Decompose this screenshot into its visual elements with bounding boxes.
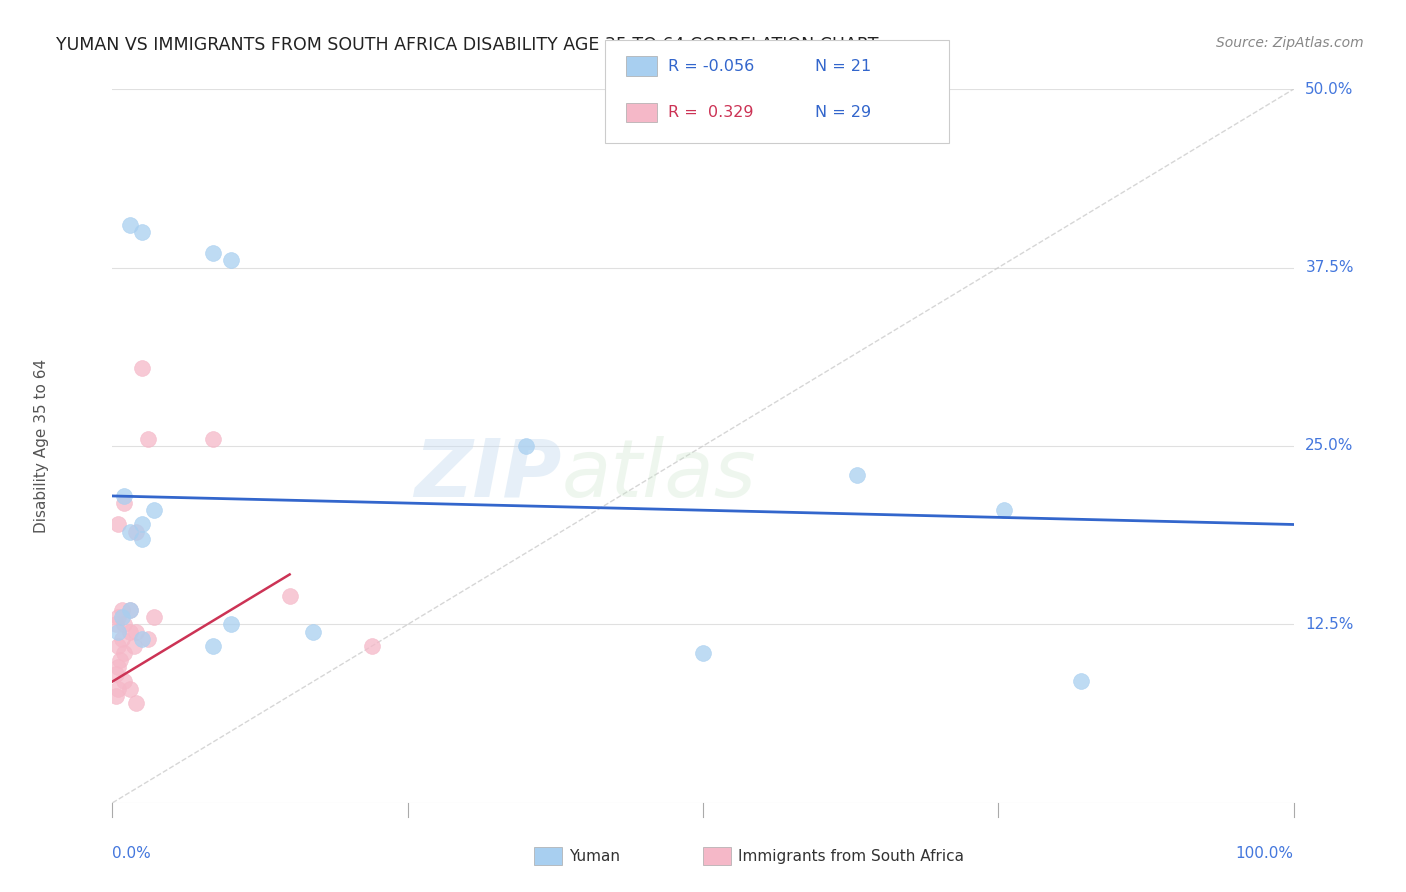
Text: 100.0%: 100.0% <box>1236 846 1294 861</box>
Point <box>278 589 301 603</box>
Text: ZIP: ZIP <box>413 435 561 514</box>
Point <box>108 653 131 667</box>
Text: 25.0%: 25.0% <box>1305 439 1354 453</box>
Point <box>120 681 142 696</box>
Point <box>142 503 165 517</box>
Point <box>201 432 224 446</box>
Point <box>112 646 135 660</box>
Point <box>112 617 135 632</box>
Point <box>515 439 537 453</box>
Point <box>105 689 128 703</box>
Point <box>107 681 129 696</box>
Point <box>201 639 224 653</box>
Point <box>120 624 142 639</box>
Text: Disability Age 35 to 64: Disability Age 35 to 64 <box>34 359 49 533</box>
Point <box>111 603 134 617</box>
Point <box>120 603 142 617</box>
Point <box>302 624 325 639</box>
Point <box>361 639 384 653</box>
Point <box>111 610 134 624</box>
Point <box>112 674 135 689</box>
Text: 12.5%: 12.5% <box>1305 617 1354 632</box>
Point <box>107 639 129 653</box>
Text: atlas: atlas <box>561 435 756 514</box>
Point <box>1070 674 1092 689</box>
Text: R =  0.329: R = 0.329 <box>668 105 754 120</box>
Point <box>111 632 134 646</box>
Point <box>131 225 153 239</box>
Point <box>125 624 148 639</box>
Point <box>125 524 148 539</box>
Point <box>136 432 159 446</box>
Text: N = 29: N = 29 <box>815 105 872 120</box>
Text: YUMAN VS IMMIGRANTS FROM SOUTH AFRICA DISABILITY AGE 35 TO 64 CORRELATION CHART: YUMAN VS IMMIGRANTS FROM SOUTH AFRICA DI… <box>56 36 879 54</box>
Point <box>136 632 159 646</box>
Point <box>105 667 128 681</box>
Text: Source: ZipAtlas.com: Source: ZipAtlas.com <box>1216 36 1364 50</box>
Point <box>112 496 135 510</box>
Point <box>107 517 129 532</box>
Text: Yuman: Yuman <box>569 849 620 863</box>
Point <box>107 610 129 624</box>
Point <box>122 639 145 653</box>
Point <box>120 218 142 232</box>
Text: R = -0.056: R = -0.056 <box>668 59 754 73</box>
Point <box>112 489 135 503</box>
Point <box>993 503 1015 517</box>
Point <box>142 610 165 624</box>
Point <box>120 603 142 617</box>
Point <box>201 246 224 260</box>
Point <box>107 624 129 639</box>
Text: N = 21: N = 21 <box>815 59 872 73</box>
Point <box>105 617 128 632</box>
Text: 37.5%: 37.5% <box>1305 260 1354 275</box>
Text: 0.0%: 0.0% <box>112 846 152 861</box>
Point <box>131 532 153 546</box>
Point <box>219 617 242 632</box>
Text: 50.0%: 50.0% <box>1305 82 1354 96</box>
Point <box>131 632 153 646</box>
Point <box>107 660 129 674</box>
Point <box>845 467 868 482</box>
Text: Immigrants from South Africa: Immigrants from South Africa <box>738 849 965 863</box>
Point <box>125 696 148 710</box>
Point <box>131 360 153 375</box>
Point <box>219 253 242 268</box>
Point <box>120 524 142 539</box>
Point <box>692 646 714 660</box>
Point <box>131 517 153 532</box>
